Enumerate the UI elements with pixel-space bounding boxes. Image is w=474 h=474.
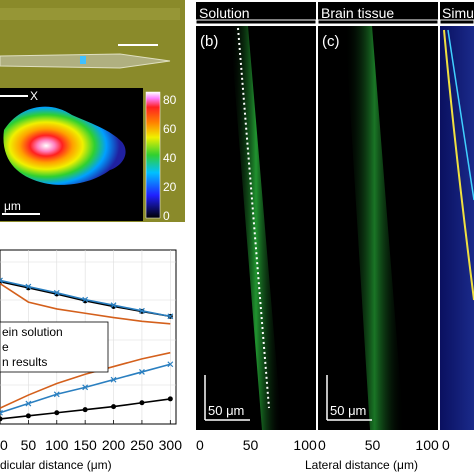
series-point-blue	[0, 277, 3, 284]
colorbar-tick-label: 80	[163, 93, 177, 107]
series-point-black	[82, 407, 88, 413]
series-point-blue	[25, 283, 32, 290]
line-plot-tick-label: 0	[0, 437, 8, 453]
series-point-blue	[110, 376, 117, 383]
panel-sim-title-bar	[439, 19, 474, 25]
series-point-blue	[82, 384, 89, 391]
legend-entry: n results	[2, 355, 47, 369]
series-line-orange	[0, 282, 171, 325]
colorbar-tick-label: 20	[163, 180, 177, 194]
panel-c-scale-label: 50 μm	[330, 403, 366, 418]
series-point-blue	[167, 361, 174, 368]
series-point-black	[139, 400, 145, 406]
panel-sim-beam	[443, 29, 474, 301]
panel-solution-title-bg	[196, 2, 316, 24]
series-point-blue	[139, 307, 145, 314]
panel-b-tag: (b)	[200, 33, 218, 50]
series-point-blue	[110, 302, 117, 309]
colorbar	[145, 91, 161, 219]
colorbar-tick-label: 60	[163, 122, 177, 136]
heatmap-x-axis-label: X	[30, 89, 38, 103]
lateral-tick-label: 0	[196, 437, 204, 453]
lateral-tick-label: 0	[318, 437, 326, 453]
line-plot-tick-label: 100	[45, 437, 69, 453]
series-point-blue	[0, 409, 3, 416]
panel-solution-title: Solution	[199, 5, 250, 21]
lateral-tick-label: 100	[293, 437, 317, 453]
line-plot-tick-label: 250	[130, 437, 154, 453]
series-point-blue	[139, 369, 145, 375]
panel-solution-dotted-line	[237, 27, 270, 409]
colorbar-tick-label: 40	[163, 151, 177, 165]
lateral-tick-label: 0	[442, 437, 450, 453]
series-point-blue	[82, 296, 89, 303]
series-point-black	[167, 396, 173, 402]
panel-c-x-axis: 0 50 100	[318, 437, 439, 453]
series-point-blue	[25, 400, 32, 407]
panel-brain-title-bg	[318, 2, 438, 24]
panel-brain-title-bar	[317, 19, 439, 25]
series-point-black	[0, 416, 3, 422]
line-plot-tick-label: 150	[73, 437, 97, 453]
colorbar-tick-label: 0	[163, 209, 170, 223]
series-point-blue	[53, 391, 60, 398]
series-point-blue	[53, 289, 60, 296]
line-plot-tick-label: 200	[102, 437, 126, 453]
panel-sim-x-axis: 0	[442, 437, 450, 453]
series-point-black	[111, 404, 117, 410]
heatmap-blob	[3, 106, 126, 185]
panel-sim-title: Simu	[442, 5, 474, 21]
left-x-label: dicular distance (μm)	[0, 458, 112, 472]
panel-b-x-axis: 0 50 100	[196, 437, 317, 453]
lateral-x-label: Lateral distance (μm)	[305, 458, 418, 472]
legend-box	[0, 321, 109, 373]
series-point-black	[25, 413, 31, 419]
microscope-stripe	[0, 8, 180, 20]
lateral-tick-label: 100	[415, 437, 439, 453]
series-point-blue	[167, 313, 174, 320]
panel-sim-beam-2	[447, 29, 474, 201]
series-line-orange	[0, 351, 171, 409]
colorbar-ticks: 0 20 40 60 80	[163, 93, 177, 223]
heatmap-scale-label: μm	[4, 199, 21, 213]
panel-brain-title: Brain tissue	[321, 5, 394, 21]
legend-entry: ein solution	[2, 325, 63, 339]
lateral-tick-label: 50	[243, 437, 259, 453]
line-plot-tick-label: 300	[159, 437, 183, 453]
legend-entry: e	[2, 340, 9, 354]
panel-sim-title-bg	[440, 2, 474, 24]
panel-solution-beam	[230, 26, 282, 430]
panel-solution-title-bar	[195, 19, 317, 25]
series-point-black	[54, 410, 60, 416]
panel-c-tag: (c)	[322, 33, 340, 50]
panel-b-scale-label: 50 μm	[208, 403, 244, 418]
panel-brain-beam	[345, 26, 404, 430]
fiber-hotspot	[80, 56, 86, 64]
line-plot-tick-label: 50	[21, 437, 37, 453]
lateral-tick-label: 50	[365, 437, 381, 453]
